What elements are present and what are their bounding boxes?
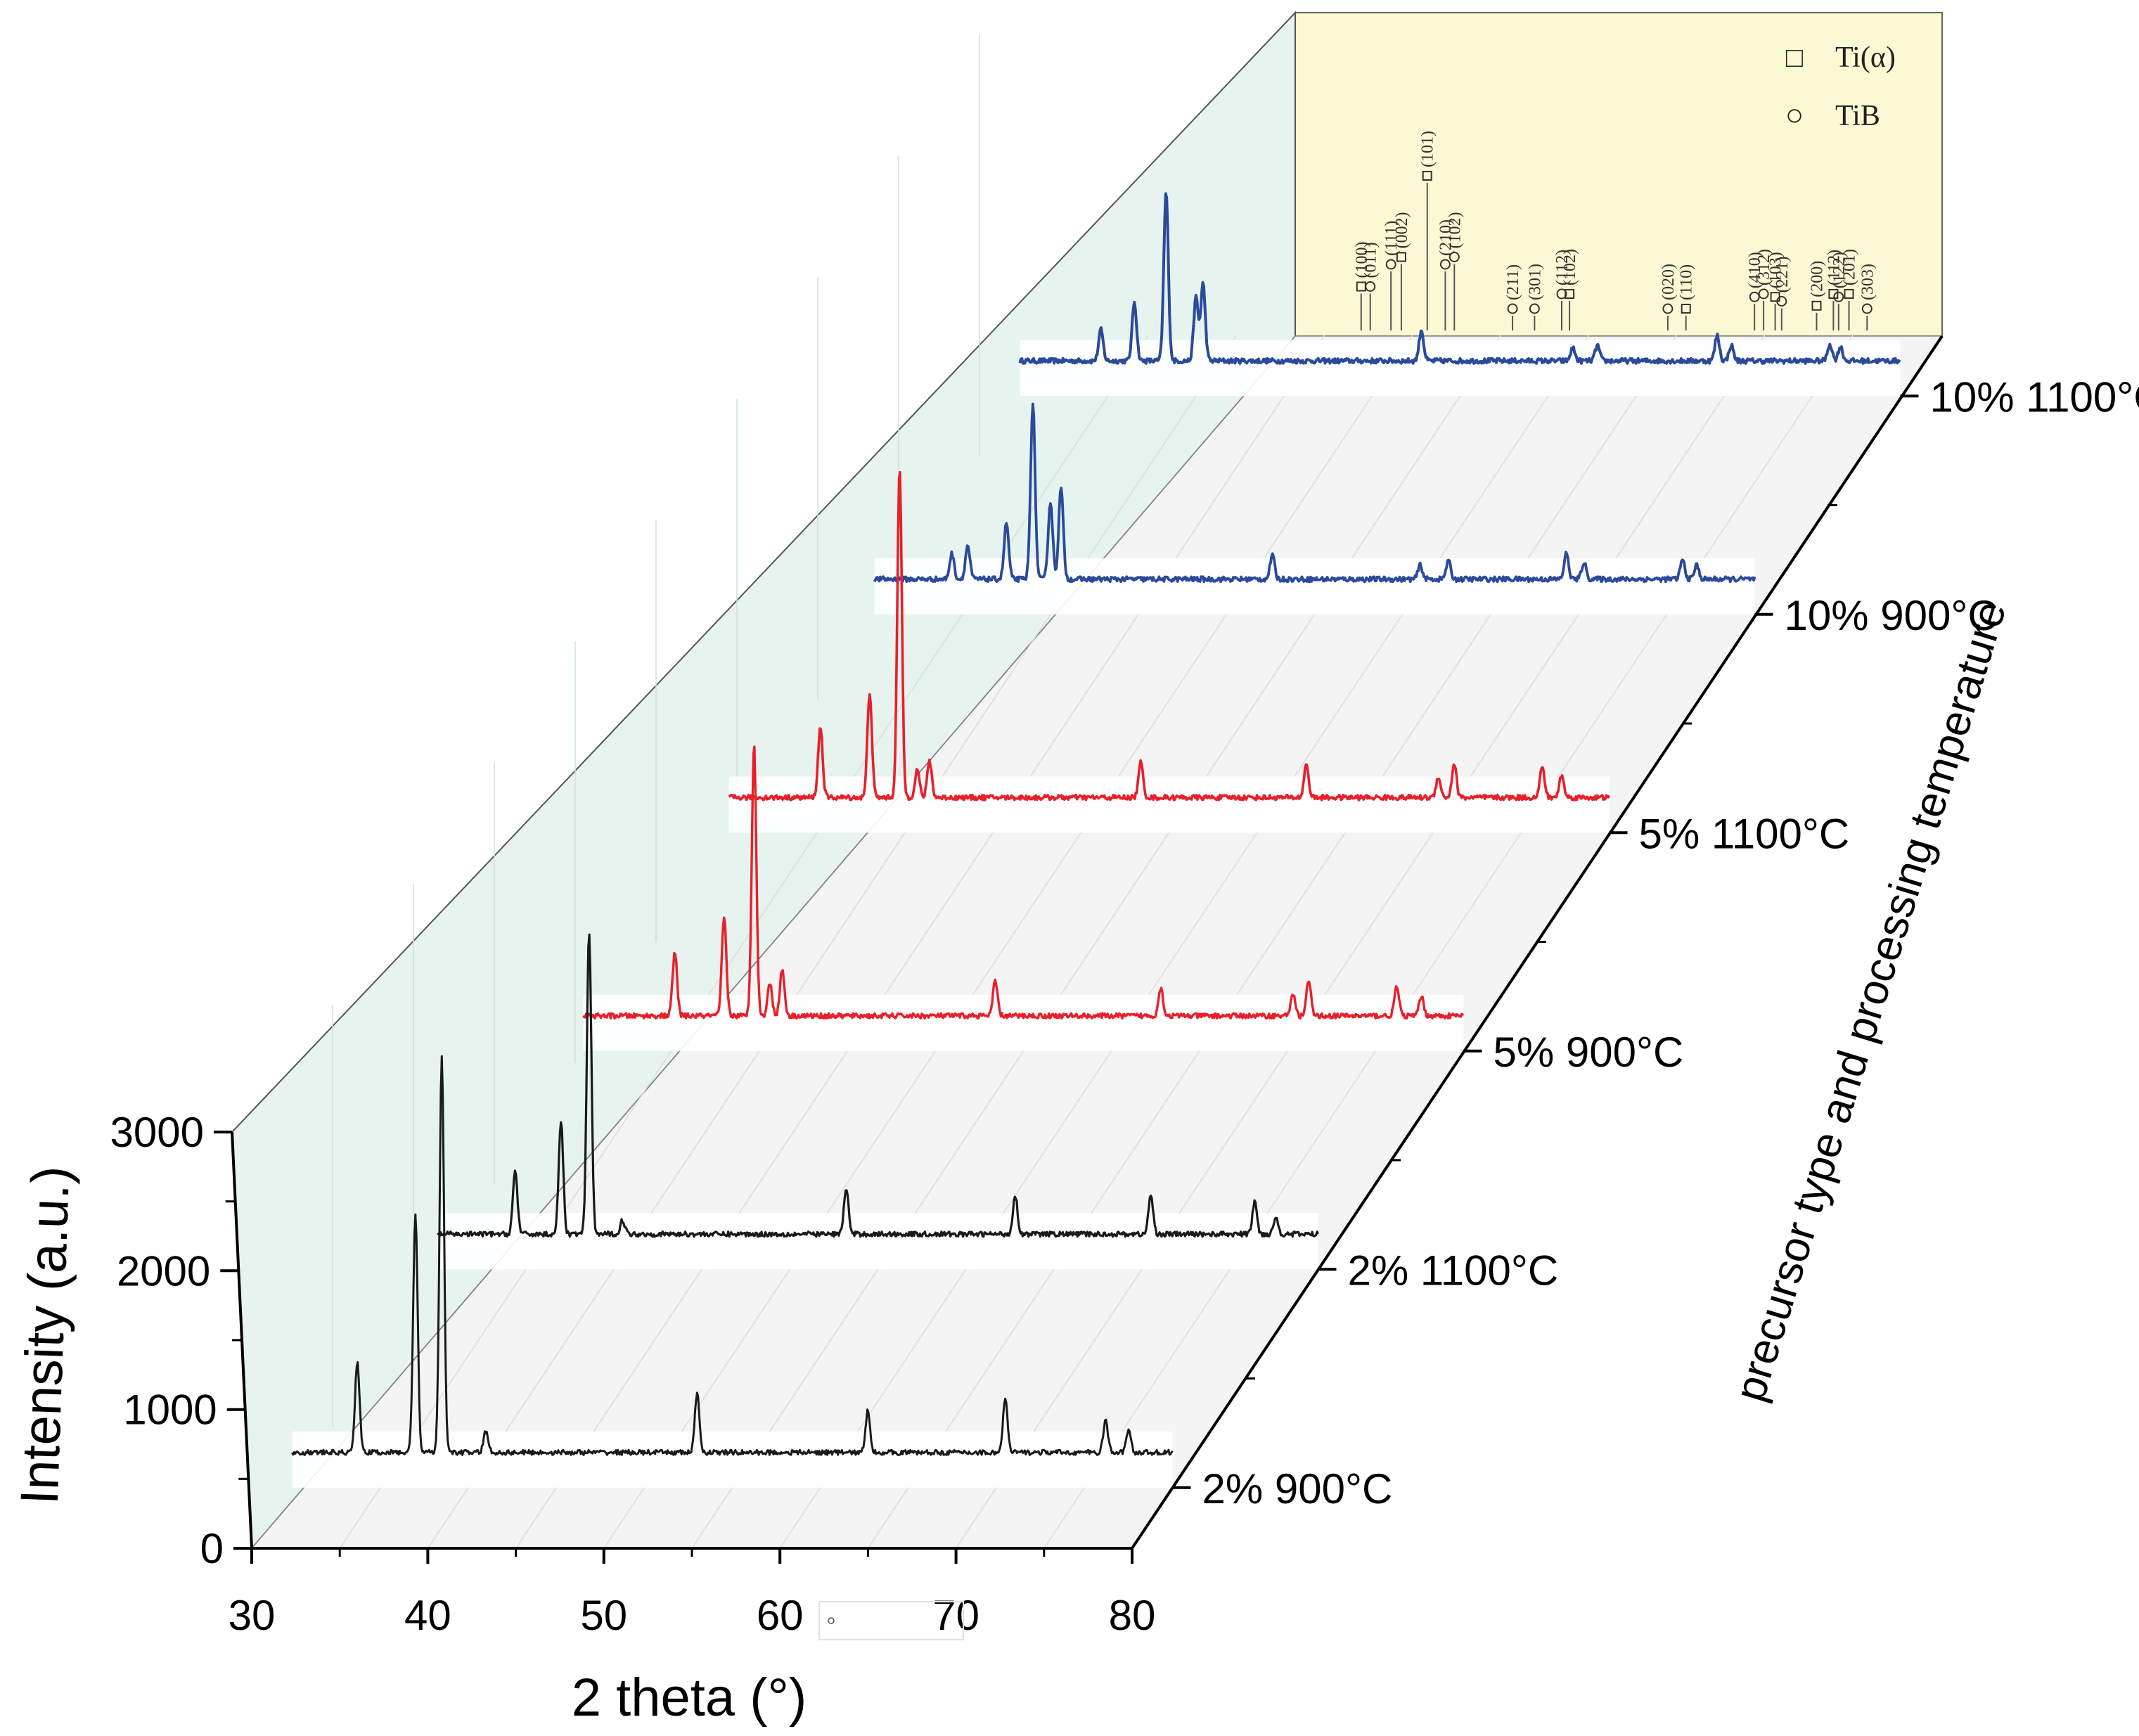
tib-marker [1529, 303, 1540, 314]
floor-grid-line [691, 335, 1501, 1549]
reference-marker-label: (102) [1561, 249, 1579, 285]
reference-marker-label: (221) [1773, 257, 1792, 293]
reference-marker-label: (200) [1809, 261, 1827, 297]
reference-marker-label: (101) [1419, 131, 1437, 167]
tib-marker [1833, 291, 1844, 302]
legend-label-tib: TiB [1835, 100, 1880, 132]
legend-symbol-ti-alpha: □ [1786, 41, 1803, 73]
z-axis-ticks: 2% 900°C 2% 1100°C 5% 900°C 5% 1100°C 10% 90… [1172, 373, 2139, 1512]
floor-grid-line [955, 335, 1766, 1549]
trace-backing [1020, 340, 1901, 397]
floor-grid [339, 335, 1854, 1549]
x-tick-label: 70 [932, 1592, 979, 1639]
z-tick-label: 10% 1100°C [1930, 373, 2139, 420]
reference-marker-label: (211) [1504, 264, 1522, 300]
x-tick-label: 40 [404, 1592, 451, 1639]
reference-marker-label: (111) [1382, 221, 1401, 256]
legend: □ Ti(α) ○ TiB [1785, 41, 1896, 132]
tib-marker [1556, 288, 1567, 300]
z-tick-label: 2% 1100°C [1348, 1247, 1559, 1294]
tib-marker [1439, 259, 1451, 270]
reference-marker-label: (103) [1767, 252, 1785, 288]
y-tick-label: 2000 [117, 1247, 210, 1294]
tib-marker [1861, 303, 1873, 314]
tib-marker [1776, 296, 1787, 307]
trace-backing [437, 1213, 1318, 1270]
x-tick-label: 30 [229, 1592, 276, 1639]
reference-marker-label: (210) [1437, 219, 1455, 256]
ti-alpha-marker [1844, 289, 1854, 299]
tib-marker [1749, 291, 1760, 302]
y-tick-label: 0 [200, 1525, 224, 1572]
ti-alpha-marker [1811, 300, 1822, 311]
floor-grid-line [427, 335, 1238, 1549]
tib-marker [1662, 303, 1674, 314]
trace-line [873, 402, 1756, 584]
ti-alpha-marker [1565, 289, 1575, 299]
y-tick-label: 3000 [110, 1109, 204, 1156]
x-axis-title: 2 theta (°) [572, 1668, 807, 1728]
trace-backing [728, 776, 1610, 833]
y-axis-title: Intensity (a.u.) [10, 1165, 82, 1505]
floor-grid-line [867, 335, 1678, 1549]
diffraction-traces [291, 192, 1901, 1488]
reference-marker-label: (011) [1362, 242, 1380, 278]
stray-box [818, 1601, 964, 1640]
trace-line [582, 745, 1464, 1020]
y-axis-ticks: 0 1000 2000 3000 [110, 1109, 252, 1572]
reference-marker-label: (112) [1553, 250, 1572, 285]
x-tick-label: 60 [757, 1592, 804, 1639]
tib-marker [1449, 252, 1460, 262]
z-axis-title: precursor type and processing temperatur… [1726, 596, 2016, 1407]
reference-marker-label: (410) [1746, 252, 1764, 288]
trace-line [728, 470, 1611, 802]
stray-dot [828, 1617, 835, 1624]
tib-marker [1365, 281, 1376, 292]
floor-grid-line [603, 335, 1413, 1549]
trace-line [291, 1055, 1174, 1456]
tib-marker [1385, 259, 1396, 270]
reference-marker-label: (301) [1526, 264, 1544, 300]
ti-alpha-marker [1422, 171, 1432, 181]
x-tick-label: 80 [1109, 1592, 1156, 1639]
z-tick-label: 10% 900°C [1785, 592, 1998, 639]
reference-marker-label: (020) [1659, 264, 1678, 300]
floor-grid-line [515, 335, 1325, 1549]
floor-grid-line [779, 335, 1589, 1549]
z-tick-label: 5% 900°C [1494, 1029, 1684, 1076]
tib-marker [1507, 303, 1518, 314]
legend-label-ti-alpha: Ti(α) [1835, 41, 1896, 74]
reference-marker-label: (201) [1841, 249, 1859, 285]
ti-alpha-marker [1828, 289, 1839, 299]
reference-marker-label: (102) [1446, 212, 1464, 249]
floor-grid-line [339, 335, 1149, 1549]
reference-markers: (100)(011)(111)(002)(101)(210)(102)(211)… [1353, 131, 1877, 330]
floor-grid-line [1043, 335, 1854, 1549]
z-tick-label: 5% 1100°C [1639, 810, 1850, 857]
reference-marker-label: (312) [1755, 249, 1773, 285]
ti-alpha-marker [1681, 304, 1691, 314]
legend-symbol-tib: ○ [1785, 98, 1804, 132]
ti-alpha-marker [1396, 252, 1406, 262]
reference-marker-label: (110) [1678, 264, 1696, 300]
tib-marker [1758, 288, 1769, 300]
trace-line [1018, 192, 1901, 365]
x-axis-ticks: 30 40 50 60 70 80 [229, 1548, 1156, 1639]
trace-backing [583, 994, 1464, 1051]
y-tick-label: 1000 [123, 1387, 217, 1434]
reference-marker-label: (303) [1858, 264, 1877, 300]
reference-marker-label: (100) [1353, 242, 1371, 278]
z-tick-label: 2% 900°C [1202, 1465, 1393, 1512]
trace-backing [292, 1431, 1173, 1488]
side-wall-grid [332, 34, 980, 1427]
trace-line [437, 933, 1319, 1238]
trace-backing [874, 558, 1755, 615]
reference-marker-label: (122) [1830, 252, 1849, 288]
x-tick-label: 50 [580, 1592, 627, 1639]
reference-marker-label: (002) [1393, 212, 1411, 249]
reference-marker-label: (112) [1825, 250, 1843, 285]
axes: 30 40 50 60 70 80 0 1000 2000 3000 2% 900°C 2% 11… [110, 335, 2139, 1639]
